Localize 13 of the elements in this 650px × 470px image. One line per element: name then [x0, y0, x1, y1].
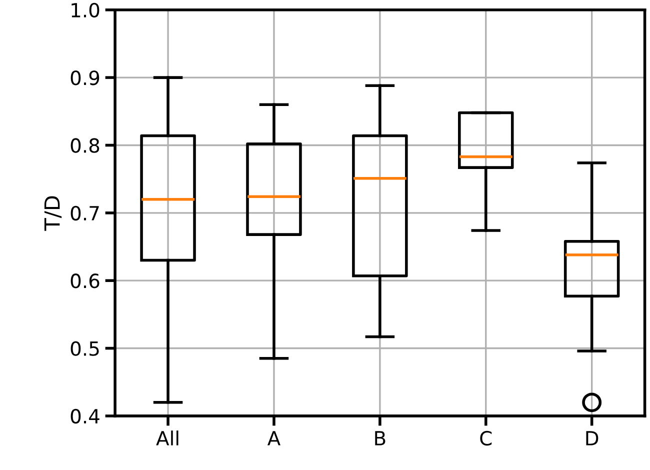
x-tick-label: D	[586, 431, 598, 446]
y-tick-label: 0.7	[70, 206, 99, 221]
x-tick-label: B	[375, 431, 386, 446]
y-tick-label: 0.4	[70, 408, 100, 424]
y-tick-label: 0.9	[70, 70, 100, 86]
y-tick-label: 1.0	[72, 2, 100, 18]
y-axis-title: T/D	[44, 196, 62, 231]
x-tick-label: All	[156, 430, 178, 446]
y-tick-label: 0.8	[70, 138, 100, 153]
x-tick-label: C	[480, 430, 492, 446]
y-tick-label: 0.6	[70, 274, 100, 288]
y-tick-label: 0.5	[70, 341, 99, 356]
x-tick-label: A	[267, 431, 280, 446]
